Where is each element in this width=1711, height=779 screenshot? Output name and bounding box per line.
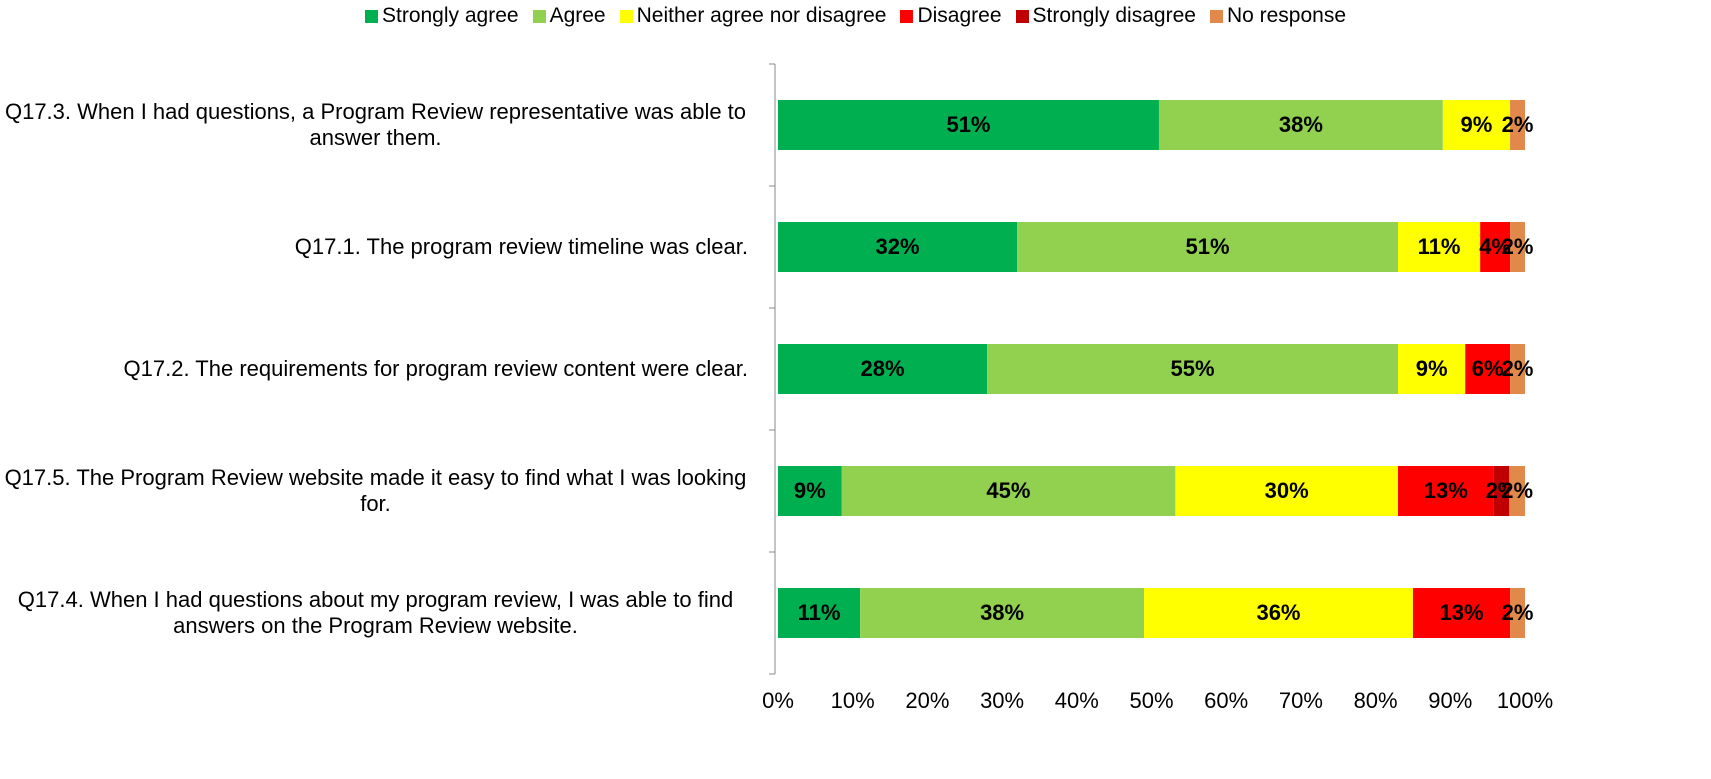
bar-segment — [1398, 222, 1481, 272]
x-tick-label: 70% — [1279, 688, 1323, 713]
bar-segment — [1510, 344, 1525, 394]
value-label: 9% — [794, 478, 826, 503]
category-label-wrap: Q17.3. When I had questions, a Program R… — [3, 99, 748, 151]
x-tick-label: 90% — [1428, 688, 1472, 713]
bar-segment — [778, 466, 842, 516]
value-label: 28% — [861, 356, 905, 381]
bar-segment — [841, 466, 1176, 516]
legend-item: Neither agree nor disagree — [619, 4, 887, 28]
value-label: 2% — [1502, 234, 1534, 259]
value-label: 36% — [1256, 600, 1300, 625]
legend-label: Neither agree nor disagree — [636, 4, 887, 27]
value-label: 32% — [875, 234, 919, 259]
bar-segment — [1510, 100, 1525, 150]
bar-segment — [1398, 344, 1466, 394]
x-tick-label: 30% — [980, 688, 1024, 713]
bar-segment — [1509, 466, 1525, 516]
bar-segment — [778, 100, 1159, 150]
value-label: 2% — [1502, 112, 1534, 137]
category-label-wrap: Q17.2. The requirements for program revi… — [3, 356, 748, 382]
value-label: 30% — [1265, 478, 1309, 503]
value-label: 2% — [1501, 478, 1533, 503]
bar-segment — [778, 588, 861, 638]
value-label: 38% — [980, 600, 1024, 625]
legend-swatch — [619, 9, 633, 23]
x-tick-label: 20% — [905, 688, 949, 713]
value-label: 2% — [1502, 356, 1534, 381]
category-label-wrap: Q17.1. The program review timeline was c… — [3, 234, 748, 260]
value-label: 55% — [1171, 356, 1215, 381]
x-tick-label: 50% — [1129, 688, 1173, 713]
x-tick-label: 60% — [1204, 688, 1248, 713]
bar-segment — [1480, 222, 1511, 272]
bar-segment — [778, 344, 988, 394]
bar-segment — [1465, 344, 1511, 394]
value-label: 13% — [1439, 600, 1483, 625]
x-tick-label: 40% — [1055, 688, 1099, 713]
legend-label: Strongly disagree — [1032, 4, 1196, 27]
bar-segment — [1158, 100, 1443, 150]
value-label: 45% — [986, 478, 1030, 503]
bar-segment — [1398, 466, 1494, 516]
legend-swatch — [364, 9, 378, 23]
value-label: 6% — [1472, 356, 1504, 381]
legend-item: Disagree — [900, 4, 1002, 28]
value-label: 9% — [1461, 112, 1493, 137]
legend-item: Agree — [532, 4, 606, 28]
x-tick-label: 10% — [831, 688, 875, 713]
value-label: 9% — [1416, 356, 1448, 381]
value-label: 38% — [1279, 112, 1323, 137]
bar-segment — [778, 222, 1018, 272]
bar-segment — [1412, 588, 1511, 638]
legend-swatch — [1209, 9, 1223, 23]
category-label: Q17.2. The requirements for program revi… — [123, 356, 748, 381]
legend-item: Strongly disagree — [1015, 4, 1196, 28]
value-label: 4% — [1479, 234, 1511, 259]
legend-swatch — [532, 9, 546, 23]
bar-segment — [987, 344, 1399, 394]
value-label: 11% — [798, 600, 841, 625]
value-label: 13% — [1424, 478, 1468, 503]
category-label-wrap: Q17.5. The Program Review website made i… — [3, 465, 748, 517]
legend-item: Strongly agree — [364, 4, 519, 28]
legend-swatch — [900, 9, 914, 23]
legend: Strongly agree Agree Neither agree nor dis… — [0, 4, 1711, 28]
value-label: 11% — [1418, 234, 1461, 259]
legend-label: Disagree — [917, 4, 1002, 27]
category-label: Q17.1. The program review timeline was c… — [294, 234, 748, 259]
bar-segment — [1493, 466, 1510, 516]
x-tick-label: 100% — [1497, 688, 1553, 713]
bar-segment — [1017, 222, 1399, 272]
value-label: 51% — [946, 112, 990, 137]
category-label: Q17.3. When I had questions, a Program R… — [4, 99, 747, 150]
category-label-wrap: Q17.4. When I had questions about my pro… — [3, 587, 748, 639]
legend-item: No response — [1209, 4, 1347, 28]
bar-segment — [1510, 222, 1525, 272]
bar-segment — [860, 588, 1145, 638]
bar-segment — [1144, 588, 1413, 638]
bar-segment — [1175, 466, 1399, 516]
legend-swatch — [1015, 9, 1029, 23]
x-tick-label: 80% — [1354, 688, 1398, 713]
bar-segment — [1510, 588, 1525, 638]
bar-segment — [1442, 100, 1511, 150]
category-label: Q17.4. When I had questions about my pro… — [17, 587, 734, 638]
legend-label: Strongly agree — [381, 4, 519, 27]
legend-label: Agree — [549, 4, 606, 27]
x-tick-label: 0% — [762, 688, 794, 713]
legend-label: No response — [1226, 4, 1347, 27]
category-label: Q17.5. The Program Review website made i… — [4, 465, 747, 516]
value-label: 2% — [1502, 600, 1534, 625]
value-label: 51% — [1186, 234, 1230, 259]
